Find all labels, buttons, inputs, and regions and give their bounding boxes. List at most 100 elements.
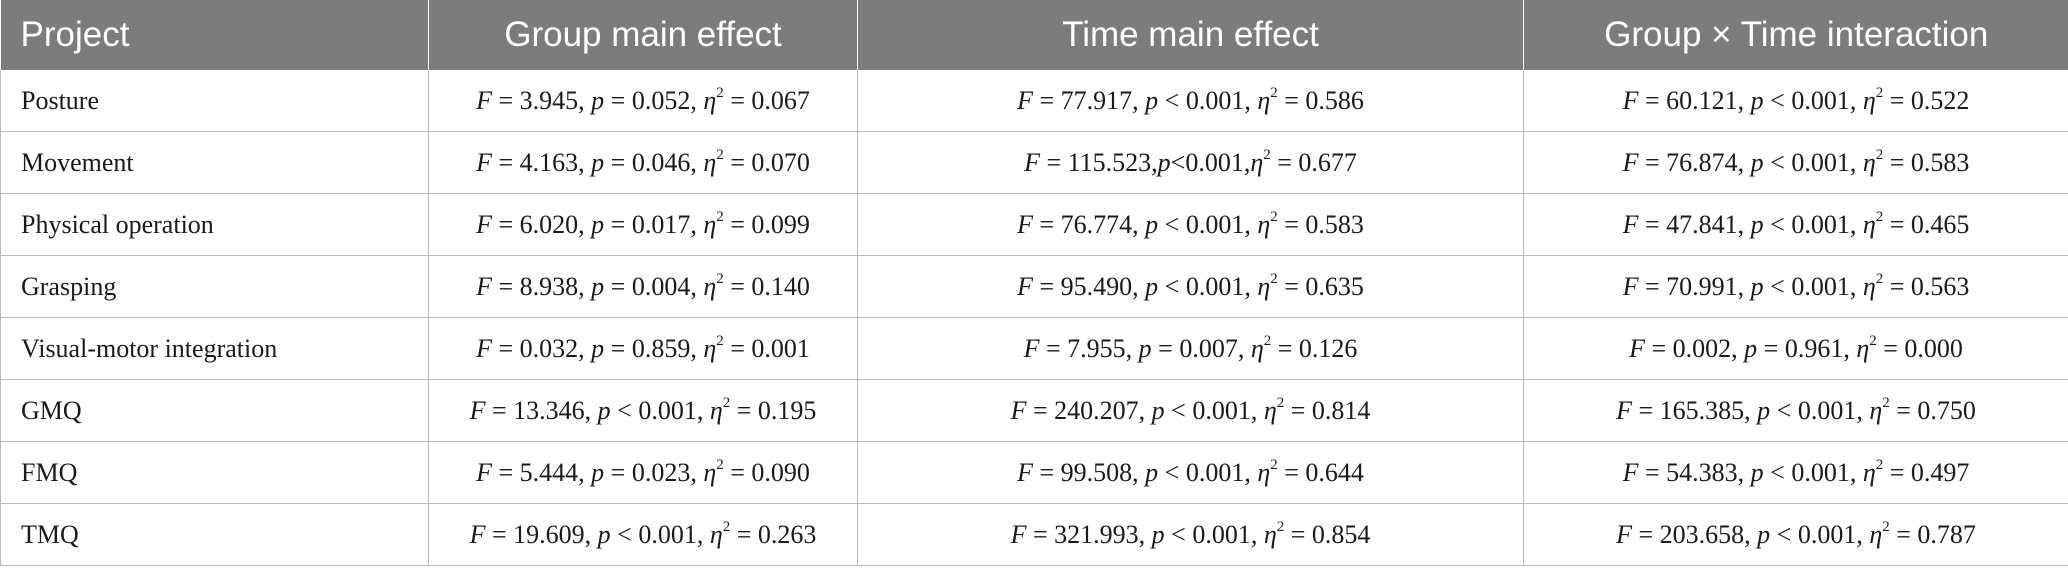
table-header: Project Group main effect Time main effe… xyxy=(0,0,2068,70)
f-symbol: F xyxy=(476,209,492,239)
eta-squared-exponent: 2 xyxy=(716,270,724,287)
eta-value: 0.814 xyxy=(1311,395,1371,425)
eta-squared-exponent: 2 xyxy=(716,456,724,473)
f-value: 0.032 xyxy=(519,333,579,363)
p-operator: < xyxy=(1164,271,1180,301)
f-symbol: F xyxy=(1622,147,1639,177)
stat-cell-group: F = 4.163, p = 0.046, η2 = 0.070 xyxy=(428,131,858,194)
eta-value: 0.583 xyxy=(1910,147,1970,177)
eta-symbol: η xyxy=(1856,333,1870,363)
f-symbol: F xyxy=(1023,333,1040,363)
p-value: 0.001 xyxy=(1192,395,1251,425)
table-row: Physical operation F = 6.020, p = 0.017, … xyxy=(0,193,2068,256)
p-operator: = xyxy=(610,271,626,301)
eta-squared-exponent: 2 xyxy=(716,332,724,349)
eta-squared-exponent: 2 xyxy=(1270,270,1278,287)
eta-symbol: η xyxy=(1263,395,1277,425)
table-row: FMQ F = 5.444, p = 0.023, η2 = 0.090 F = 9… xyxy=(0,441,2068,504)
eta-value: 0.644 xyxy=(1305,457,1364,487)
p-symbol: p xyxy=(1145,457,1159,487)
f-value: 240.207 xyxy=(1054,395,1139,425)
eta-squared-exponent: 2 xyxy=(1276,518,1285,535)
p-value: 0.046 xyxy=(631,147,691,177)
p-operator: < xyxy=(1770,147,1785,177)
header-row: Project Group main effect Time main effe… xyxy=(0,0,2068,70)
eta-squared-exponent: 2 xyxy=(716,208,724,225)
eta-value: 0.090 xyxy=(751,457,810,487)
p-symbol: p xyxy=(1750,85,1764,115)
stat-cell-interaction: F = 60.121, p < 0.001, η2 = 0.522 xyxy=(1523,70,2068,132)
f-value: 76.774 xyxy=(1060,209,1133,239)
p-operator: = xyxy=(610,333,626,363)
f-symbol: F xyxy=(1010,519,1027,549)
eta-symbol: η xyxy=(1263,519,1277,549)
eta-squared-exponent: 2 xyxy=(1875,270,1884,287)
eta-value: 0.140 xyxy=(751,271,810,301)
p-operator: = xyxy=(610,85,626,115)
p-operator: < xyxy=(1776,395,1792,425)
stat-cell-interaction: F = 203.658, p < 0.001, η2 = 0.787 xyxy=(1523,503,2068,566)
stat-cell-time: F = 77.917, p < 0.001, η2 = 0.586 xyxy=(857,70,1524,132)
p-symbol: p xyxy=(1750,147,1764,177)
f-value: 3.945 xyxy=(519,85,579,115)
p-operator: < xyxy=(1770,457,1785,487)
p-operator: = xyxy=(610,457,626,487)
row-label: Physical operation xyxy=(0,193,429,256)
p-symbol: p xyxy=(1750,209,1764,239)
p-operator: < xyxy=(617,395,632,425)
eta-squared-exponent: 2 xyxy=(1869,332,1877,349)
eta-value: 0.854 xyxy=(1311,519,1371,549)
p-symbol: p xyxy=(1157,147,1171,177)
f-value: 8.938 xyxy=(519,271,579,301)
f-value: 7.955 xyxy=(1067,333,1126,363)
f-symbol: F xyxy=(476,457,492,487)
row-label: Posture xyxy=(0,70,429,132)
p-value: 0.001 xyxy=(1185,271,1245,301)
f-symbol: F xyxy=(1010,395,1027,425)
stat-cell-time: F = 115.523,p<0.001,η2 = 0.677 xyxy=(857,131,1524,194)
p-operator: < xyxy=(1776,519,1792,549)
p-operator: < xyxy=(617,519,632,549)
eta-symbol: η xyxy=(703,271,717,301)
p-operator: < xyxy=(1164,209,1180,239)
eta-symbol: η xyxy=(709,395,723,425)
f-symbol: F xyxy=(1017,85,1033,115)
p-operator: = xyxy=(1158,333,1173,363)
p-operator: < xyxy=(1770,271,1785,301)
eta-squared-exponent: 2 xyxy=(1875,146,1884,163)
eta-value: 0.263 xyxy=(757,519,817,549)
header-group-time-interaction: Group × Time interaction xyxy=(1523,0,2068,70)
f-value: 19.609 xyxy=(513,519,585,549)
stat-cell-group: F = 0.032, p = 0.859, η2 = 0.001 xyxy=(428,317,858,380)
stat-cell-interaction: F = 70.991, p < 0.001, η2 = 0.563 xyxy=(1523,255,2068,318)
p-symbol: p xyxy=(597,395,611,425)
eta-value: 0.677 xyxy=(1298,147,1357,177)
p-symbol: p xyxy=(591,85,605,115)
eta-value: 0.195 xyxy=(757,395,817,425)
stat-cell-group: F = 6.020, p = 0.017, η2 = 0.099 xyxy=(428,193,858,256)
p-value: 0.001 xyxy=(1185,209,1245,239)
f-symbol: F xyxy=(1622,209,1639,239)
eta-symbol: η xyxy=(1862,209,1876,239)
p-value: 0.023 xyxy=(631,457,691,487)
stat-cell-time: F = 7.955, p = 0.007, η2 = 0.126 xyxy=(857,317,1524,380)
p-value: 0.001 xyxy=(1797,395,1857,425)
p-operator: < xyxy=(1170,147,1186,177)
eta-symbol: η xyxy=(1257,85,1271,115)
header-group-main-effect: Group main effect xyxy=(428,0,858,70)
f-value: 321.993 xyxy=(1054,519,1139,549)
eta-symbol: η xyxy=(709,519,723,549)
p-value: 0.007 xyxy=(1179,333,1238,363)
p-symbol: p xyxy=(591,271,605,301)
p-value: 0.961 xyxy=(1784,333,1844,363)
p-symbol: p xyxy=(591,333,605,363)
p-symbol: p xyxy=(1145,209,1159,239)
eta-symbol: η xyxy=(1869,519,1883,549)
table-row: TMQ F = 19.609, p < 0.001, η2 = 0.263 F = … xyxy=(0,503,2068,566)
stat-cell-group: F = 3.945, p = 0.052, η2 = 0.067 xyxy=(428,70,858,132)
f-symbol: F xyxy=(476,85,492,115)
p-value: 0.017 xyxy=(631,209,691,239)
eta-squared-exponent: 2 xyxy=(722,518,731,535)
table-row: Movement F = 4.163, p = 0.046, η2 = 0.070… xyxy=(0,131,2068,194)
stat-cell-interaction: F = 0.002, p = 0.961, η2 = 0.000 xyxy=(1523,317,2068,380)
